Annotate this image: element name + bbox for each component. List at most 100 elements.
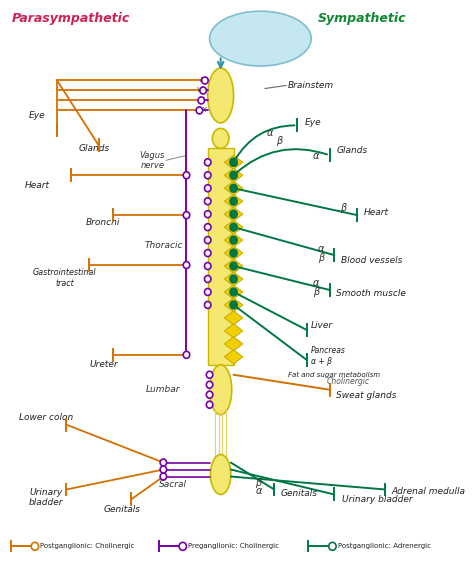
Circle shape xyxy=(198,97,204,104)
Circle shape xyxy=(204,198,211,205)
Ellipse shape xyxy=(210,455,231,495)
Circle shape xyxy=(230,288,237,296)
Ellipse shape xyxy=(208,68,234,123)
Circle shape xyxy=(230,158,237,166)
Polygon shape xyxy=(224,311,243,325)
Text: X: X xyxy=(201,107,206,113)
Polygon shape xyxy=(224,194,243,208)
Polygon shape xyxy=(224,155,243,169)
Text: Eye: Eye xyxy=(28,111,45,120)
Text: Parasympathetic: Parasympathetic xyxy=(12,12,130,25)
Circle shape xyxy=(230,249,237,257)
Polygon shape xyxy=(224,246,243,260)
Circle shape xyxy=(230,223,237,231)
Circle shape xyxy=(204,301,211,309)
Circle shape xyxy=(204,185,211,192)
Text: Cholinergic: Cholinergic xyxy=(327,377,370,386)
Text: Controlled
by
superordinate
centers: Controlled by superordinate centers xyxy=(232,19,289,59)
Text: Fat and sugar metabolism: Fat and sugar metabolism xyxy=(288,372,380,378)
Text: Heart: Heart xyxy=(24,180,49,190)
Circle shape xyxy=(196,107,202,114)
Text: Sacral: Sacral xyxy=(159,480,187,489)
Circle shape xyxy=(204,211,211,218)
Circle shape xyxy=(160,466,166,473)
Circle shape xyxy=(230,236,237,244)
Circle shape xyxy=(206,381,213,388)
Polygon shape xyxy=(224,207,243,221)
Text: Smooth muscle: Smooth muscle xyxy=(336,289,406,298)
Circle shape xyxy=(160,473,166,480)
Polygon shape xyxy=(224,259,243,273)
Text: Vagus
nerve: Vagus nerve xyxy=(140,151,165,170)
Polygon shape xyxy=(224,181,243,195)
Circle shape xyxy=(179,543,186,550)
Text: Pancreas
α + β: Pancreas α + β xyxy=(311,346,346,365)
Text: Blood vessels: Blood vessels xyxy=(341,255,402,265)
Circle shape xyxy=(230,275,237,283)
Text: α: α xyxy=(266,129,273,138)
Text: α: α xyxy=(313,151,319,161)
Polygon shape xyxy=(224,220,243,234)
Text: α: α xyxy=(318,244,325,254)
Text: Brainstem: Brainstem xyxy=(288,81,334,90)
Text: Postganglionic: Adrenergic: Postganglionic: Adrenergic xyxy=(338,543,431,549)
Text: Glands: Glands xyxy=(336,146,367,155)
Text: Adrenal medulla: Adrenal medulla xyxy=(392,487,465,496)
Circle shape xyxy=(230,171,237,179)
Text: Preganglionic: Cholinergic: Preganglionic: Cholinergic xyxy=(188,543,279,549)
Text: β: β xyxy=(255,478,262,487)
Text: β: β xyxy=(313,287,319,297)
Circle shape xyxy=(230,210,237,218)
Text: Genitals: Genitals xyxy=(103,505,140,514)
Polygon shape xyxy=(224,324,243,338)
Circle shape xyxy=(204,237,211,244)
Text: IX: IX xyxy=(199,98,206,103)
Text: Bronchi: Bronchi xyxy=(86,218,120,227)
Ellipse shape xyxy=(210,11,311,66)
Circle shape xyxy=(204,263,211,270)
Text: VII: VII xyxy=(197,87,206,94)
Circle shape xyxy=(204,250,211,257)
Text: Liver: Liver xyxy=(311,321,333,331)
Text: Glands: Glands xyxy=(79,144,109,153)
Polygon shape xyxy=(224,337,243,351)
Polygon shape xyxy=(224,298,243,312)
Text: Gastrointestinal
tract: Gastrointestinal tract xyxy=(33,268,96,288)
Circle shape xyxy=(202,77,208,84)
Circle shape xyxy=(204,172,211,179)
Text: β: β xyxy=(276,136,282,146)
Circle shape xyxy=(230,262,237,270)
Text: Postganglionic: Cholinergic: Postganglionic: Cholinergic xyxy=(40,543,135,549)
Text: Lumbar: Lumbar xyxy=(146,385,181,394)
Polygon shape xyxy=(224,285,243,299)
Text: Urinary bladder: Urinary bladder xyxy=(342,495,412,504)
Polygon shape xyxy=(224,168,243,182)
Circle shape xyxy=(204,224,211,231)
Circle shape xyxy=(204,159,211,166)
Polygon shape xyxy=(224,272,243,286)
Text: β: β xyxy=(318,253,325,263)
Text: α: α xyxy=(255,487,262,496)
Text: III: III xyxy=(200,77,206,83)
Text: Thoracic: Thoracic xyxy=(144,241,182,250)
Text: Eye: Eye xyxy=(305,118,321,127)
Ellipse shape xyxy=(210,365,232,415)
Circle shape xyxy=(183,212,190,219)
Circle shape xyxy=(31,543,39,550)
Text: Genitals: Genitals xyxy=(281,489,318,498)
Text: Sweat glands: Sweat glands xyxy=(336,391,397,400)
Polygon shape xyxy=(224,350,243,364)
Circle shape xyxy=(206,391,213,398)
Circle shape xyxy=(230,184,237,192)
Text: Ureter: Ureter xyxy=(89,360,118,369)
Circle shape xyxy=(206,371,213,378)
Ellipse shape xyxy=(212,129,229,148)
Circle shape xyxy=(230,158,237,166)
Circle shape xyxy=(200,87,206,94)
Circle shape xyxy=(160,459,166,466)
Text: Heart: Heart xyxy=(364,208,389,217)
Text: Urinary
bladder: Urinary bladder xyxy=(29,488,64,507)
Text: β: β xyxy=(340,203,346,213)
FancyBboxPatch shape xyxy=(208,148,234,365)
Text: α: α xyxy=(313,278,319,288)
